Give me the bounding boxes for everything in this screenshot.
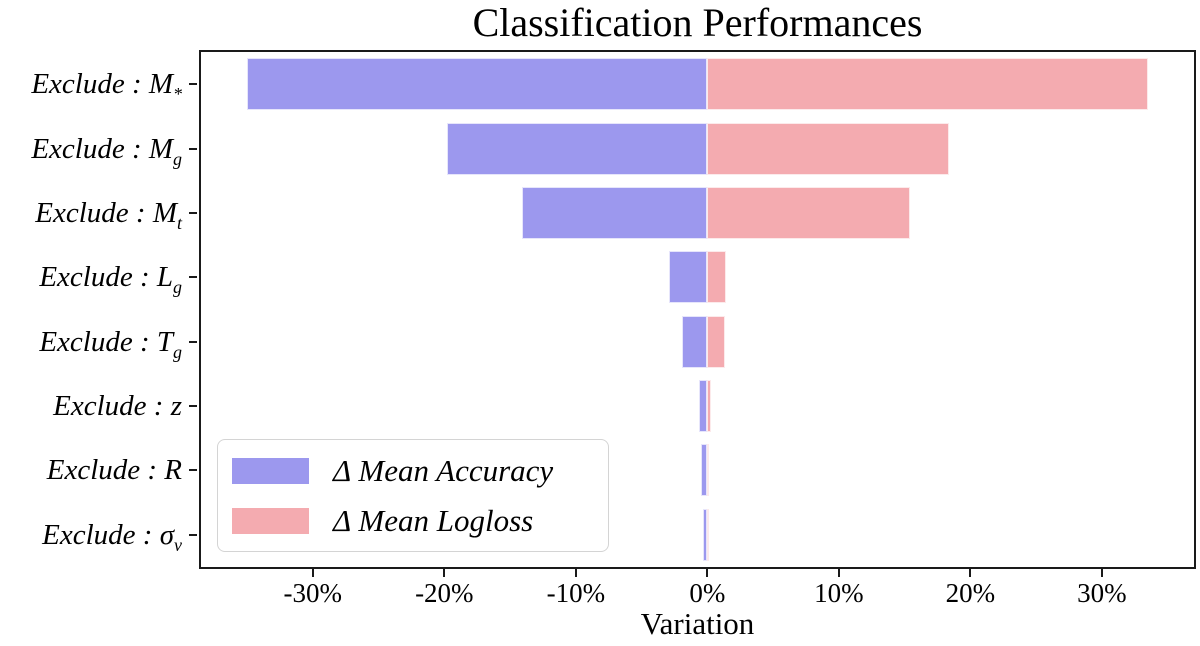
legend-entry-logloss: Δ Mean Logloss bbox=[232, 496, 608, 546]
y-category-label: Exclude : R bbox=[46, 454, 182, 487]
bar-accuracy bbox=[703, 508, 708, 561]
bar-logloss bbox=[707, 251, 726, 304]
bar-accuracy bbox=[521, 186, 708, 239]
bar-logloss bbox=[707, 58, 1148, 111]
bar-accuracy bbox=[669, 251, 708, 304]
x-tick-label: -20% bbox=[415, 578, 474, 608]
y-tick bbox=[189, 211, 197, 214]
plot-area: Δ Mean Accuracy Δ Mean Logloss bbox=[199, 50, 1196, 569]
x-tick bbox=[311, 569, 314, 577]
bar-accuracy bbox=[682, 315, 708, 368]
y-category-label-subscript: t bbox=[177, 212, 182, 233]
x-tick bbox=[837, 569, 840, 577]
y-tick bbox=[189, 340, 197, 343]
x-tick-label: 20% bbox=[945, 578, 996, 608]
chart-title: Classification Performances bbox=[472, 0, 923, 45]
y-category-label: Exclude : Lg bbox=[39, 261, 182, 298]
y-tick bbox=[189, 405, 197, 408]
y-tick bbox=[189, 533, 197, 536]
bar-logloss bbox=[707, 315, 726, 368]
x-tick bbox=[443, 569, 446, 577]
x-tick bbox=[574, 569, 577, 577]
x-tick bbox=[706, 569, 709, 577]
x-tick-label: -30% bbox=[283, 578, 343, 608]
bar-accuracy bbox=[247, 58, 708, 111]
y-category-label: Exclude : z bbox=[53, 390, 182, 423]
legend-entry-accuracy: Δ Mean Accuracy bbox=[232, 446, 608, 496]
y-tick bbox=[189, 469, 197, 472]
bar-accuracy bbox=[699, 380, 708, 433]
y-category-label-subscript: * bbox=[173, 83, 182, 104]
y-category-label-subscript: v bbox=[174, 534, 182, 555]
y-tick bbox=[189, 147, 197, 150]
bar-logloss bbox=[707, 508, 710, 561]
legend-swatch-logloss bbox=[232, 507, 309, 534]
bar-logloss bbox=[707, 444, 710, 497]
legend-swatch-accuracy bbox=[232, 457, 309, 484]
y-category-label: Exclude : M* bbox=[31, 68, 182, 104]
y-category-label: Exclude : Mt bbox=[35, 196, 182, 233]
y-category-label: Exclude : Tg bbox=[39, 325, 182, 362]
y-category-label: Exclude : Mg bbox=[31, 132, 182, 169]
y-category-label-subscript: g bbox=[173, 277, 182, 298]
bar-logloss bbox=[707, 186, 910, 239]
x-tick-label: 10% bbox=[814, 578, 864, 608]
y-category-label-subscript: g bbox=[173, 148, 182, 169]
x-axis-label: Variation bbox=[640, 606, 755, 641]
y-category-label-subscript: g bbox=[173, 341, 182, 362]
bar-logloss bbox=[707, 380, 711, 433]
legend: Δ Mean Accuracy Δ Mean Logloss bbox=[217, 439, 609, 552]
x-tick-label: 30% bbox=[1077, 578, 1127, 608]
y-tick bbox=[189, 83, 197, 86]
bar-accuracy bbox=[701, 444, 708, 497]
x-tick-label: -10% bbox=[546, 578, 606, 608]
x-tick-label: 0% bbox=[689, 578, 726, 608]
legend-label-accuracy: Δ Mean Accuracy bbox=[333, 452, 554, 488]
y-category-label: Exclude : σv bbox=[42, 518, 182, 555]
bar-logloss bbox=[707, 122, 950, 175]
bar-accuracy bbox=[446, 122, 708, 175]
x-tick bbox=[969, 569, 972, 577]
legend-label-logloss: Δ Mean Logloss bbox=[333, 502, 534, 538]
x-tick bbox=[1100, 569, 1103, 577]
y-axis-labels: Exclude : M* Exclude : Mg Exclude : Mt Excl… bbox=[0, 52, 186, 567]
y-tick bbox=[189, 276, 197, 279]
